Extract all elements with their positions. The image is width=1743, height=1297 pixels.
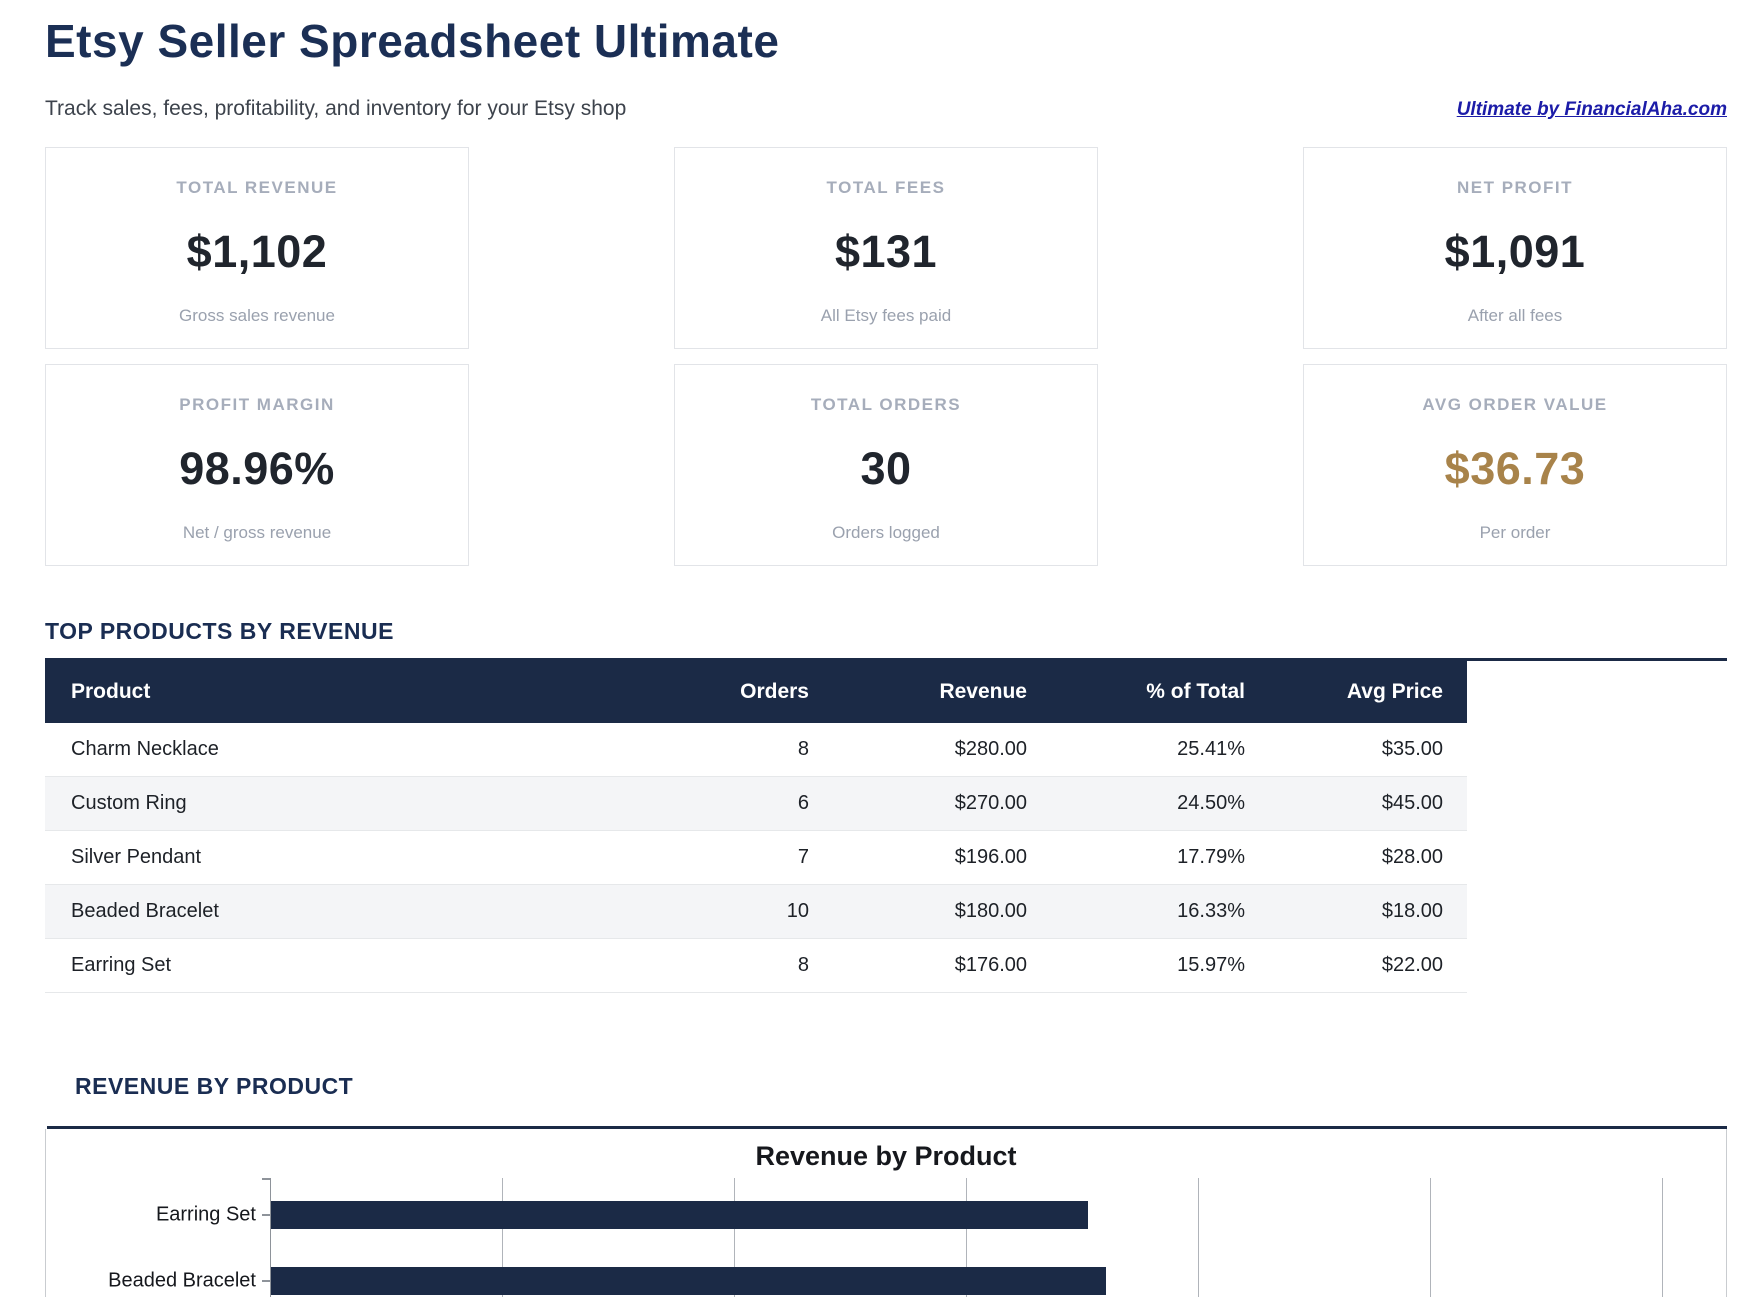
top-products-table: Product Orders Revenue % of Total Avg Pr… bbox=[45, 661, 1467, 994]
chart-gridline bbox=[1430, 1178, 1431, 1297]
chart-bar bbox=[271, 1267, 1107, 1296]
chart-gridline bbox=[734, 1178, 735, 1297]
chart-bar bbox=[271, 1201, 1088, 1230]
column-header-orders: Orders bbox=[615, 661, 833, 724]
cell-product: Beaded Bracelet bbox=[45, 884, 615, 940]
table-row: Beaded Bracelet 10 $180.00 16.33% $18.00 bbox=[45, 884, 1467, 940]
cell-pct: 16.33% bbox=[1051, 884, 1269, 940]
card-label: TOTAL REVENUE bbox=[176, 178, 338, 198]
card-label: TOTAL FEES bbox=[826, 178, 946, 198]
card-avg-order-value: AVG ORDER VALUE $36.73 Per order bbox=[1303, 364, 1727, 567]
card-value: 30 bbox=[860, 443, 912, 495]
column-header-pct: % of Total bbox=[1051, 661, 1269, 724]
card-sublabel: Net / gross revenue bbox=[182, 523, 332, 543]
card-sublabel: Orders logged bbox=[832, 523, 940, 543]
card-total-revenue: TOTAL REVENUE $1,102 Gross sales revenue bbox=[45, 147, 469, 350]
cell-avgprice: $22.00 bbox=[1269, 938, 1467, 994]
cell-revenue: $176.00 bbox=[833, 938, 1051, 994]
revenue-chart-panel: Revenue by Product Earring Set Beaded Bra… bbox=[45, 1129, 1727, 1297]
cell-pct: 15.97% bbox=[1051, 938, 1269, 994]
card-value: $1,091 bbox=[1444, 226, 1586, 278]
card-value: 98.96% bbox=[179, 443, 335, 495]
page-subtitle: Track sales, fees, profitability, and in… bbox=[45, 97, 627, 121]
card-value: $1,102 bbox=[186, 226, 328, 278]
cell-avgprice: $18.00 bbox=[1269, 884, 1467, 940]
chart-divider bbox=[47, 1126, 1727, 1130]
card-label: NET PROFIT bbox=[1456, 178, 1574, 198]
cell-revenue: $196.00 bbox=[833, 830, 1051, 886]
card-sublabel: Per order bbox=[1479, 523, 1551, 543]
chart-gridline bbox=[1662, 1178, 1663, 1297]
table-header-row: Product Orders Revenue % of Total Avg Pr… bbox=[45, 661, 1467, 724]
card-value: $131 bbox=[834, 226, 938, 278]
card-sublabel: All Etsy fees paid bbox=[820, 306, 952, 326]
cell-product: Custom Ring bbox=[45, 776, 615, 832]
chart-gridline bbox=[1198, 1178, 1199, 1297]
card-label: PROFIT MARGIN bbox=[179, 395, 335, 415]
chart-axis-tick bbox=[262, 1214, 270, 1217]
card-value: $36.73 bbox=[1444, 443, 1586, 495]
table-row: Charm Necklace 8 $280.00 25.41% $35.00 bbox=[45, 723, 1467, 778]
cell-avgprice: $45.00 bbox=[1269, 776, 1467, 832]
chart-category-label: Earring Set bbox=[155, 1203, 256, 1226]
cell-orders: 8 bbox=[615, 723, 833, 778]
cell-orders: 6 bbox=[615, 776, 833, 832]
cell-product: Earring Set bbox=[45, 938, 615, 994]
cell-avgprice: $35.00 bbox=[1269, 723, 1467, 778]
cell-revenue: $280.00 bbox=[833, 723, 1051, 778]
table-row: Custom Ring 6 $270.00 24.50% $45.00 bbox=[45, 776, 1467, 832]
cell-product: Silver Pendant bbox=[45, 830, 615, 886]
dashboard-page: Etsy Seller Spreadsheet Ultimate Track s… bbox=[0, 14, 1743, 1297]
chart-gridline bbox=[966, 1178, 967, 1297]
chart-y-axis bbox=[270, 1178, 271, 1297]
card-net-profit: NET PROFIT $1,091 After all fees bbox=[1303, 147, 1727, 350]
chart-axis-tick bbox=[262, 1178, 270, 1181]
cell-orders: 10 bbox=[615, 884, 833, 940]
column-header-revenue: Revenue bbox=[833, 661, 1051, 724]
cell-revenue: $180.00 bbox=[833, 884, 1051, 940]
page-title: Etsy Seller Spreadsheet Ultimate bbox=[45, 15, 780, 67]
cell-pct: 24.50% bbox=[1051, 776, 1269, 832]
cell-orders: 7 bbox=[615, 830, 833, 886]
card-sublabel: Gross sales revenue bbox=[179, 306, 335, 326]
card-sublabel: After all fees bbox=[1467, 306, 1563, 326]
cell-orders: 8 bbox=[615, 938, 833, 994]
card-label: AVG ORDER VALUE bbox=[1422, 395, 1608, 415]
brand-link[interactable]: Ultimate by FinancialAha.com bbox=[1456, 99, 1727, 121]
header-subrow: Track sales, fees, profitability, and in… bbox=[45, 97, 1727, 121]
column-header-product: Product bbox=[45, 661, 615, 724]
cell-pct: 25.41% bbox=[1051, 723, 1269, 778]
chart-title: Revenue by Product bbox=[755, 1141, 1017, 1172]
cell-revenue: $270.00 bbox=[833, 776, 1051, 832]
chart-gridline bbox=[502, 1178, 503, 1297]
top-products-heading: TOP PRODUCTS BY REVENUE bbox=[45, 618, 394, 645]
section-divider bbox=[45, 658, 1727, 662]
cell-pct: 17.79% bbox=[1051, 830, 1269, 886]
table-row: Silver Pendant 7 $196.00 17.79% $28.00 bbox=[45, 830, 1467, 886]
card-total-fees: TOTAL FEES $131 All Etsy fees paid bbox=[674, 147, 1098, 350]
cell-avgprice: $28.00 bbox=[1269, 830, 1467, 886]
chart-category-label: Beaded Bracelet bbox=[108, 1269, 256, 1292]
column-header-avgprice: Avg Price bbox=[1269, 661, 1467, 724]
card-total-orders: TOTAL ORDERS 30 Orders logged bbox=[674, 364, 1098, 567]
card-label: TOTAL ORDERS bbox=[810, 395, 962, 415]
cell-product: Charm Necklace bbox=[45, 723, 615, 778]
stat-cards-grid: TOTAL REVENUE $1,102 Gross sales revenue… bbox=[45, 147, 1727, 567]
card-profit-margin: PROFIT MARGIN 98.96% Net / gross revenue bbox=[45, 364, 469, 567]
chart-axis-tick bbox=[262, 1280, 270, 1283]
revenue-chart-heading: REVENUE BY PRODUCT bbox=[75, 1073, 354, 1100]
table-row: Earring Set 8 $176.00 15.97% $22.00 bbox=[45, 938, 1467, 994]
